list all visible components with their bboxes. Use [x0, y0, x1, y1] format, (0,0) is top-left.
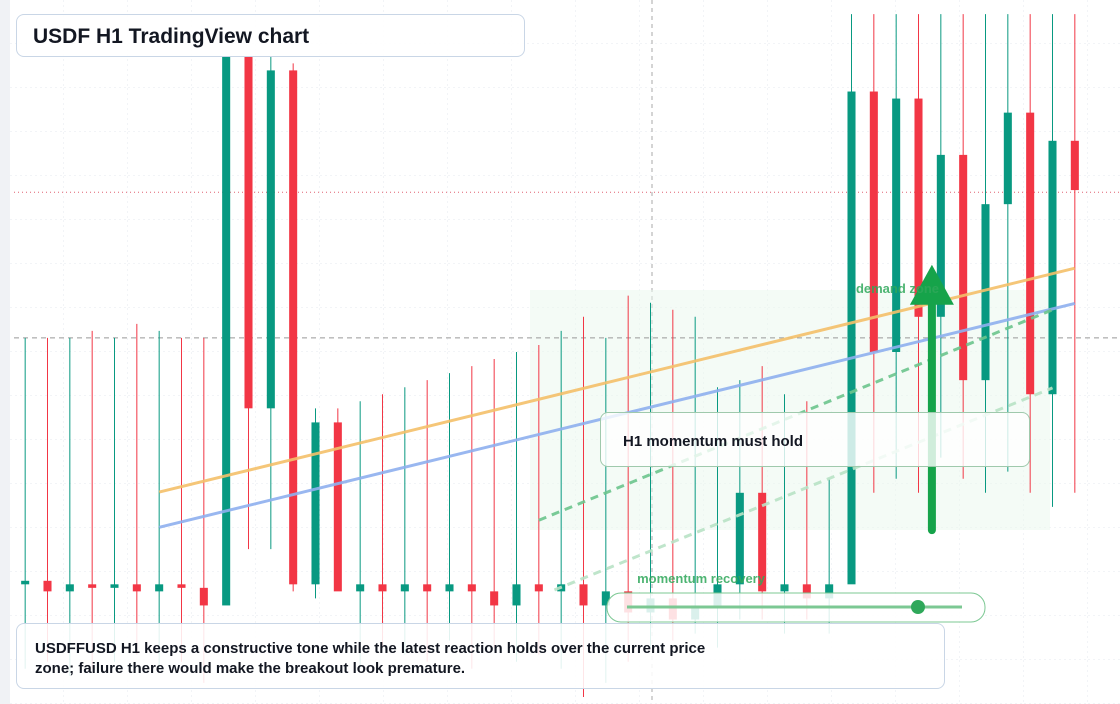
candle-body [356, 584, 365, 592]
candle-body [65, 584, 74, 592]
candle-body [467, 584, 476, 592]
candle-body [847, 91, 856, 585]
candle-body [579, 584, 588, 606]
candle-body [825, 584, 834, 599]
trendline [538, 308, 1054, 522]
candle-body [445, 584, 454, 592]
candle-body [244, 56, 253, 409]
candle-body [936, 154, 945, 317]
candle-body [333, 422, 342, 592]
candle-body [1003, 112, 1012, 205]
candle-body [959, 154, 968, 381]
slider[interactable] [606, 592, 986, 623]
candle-body [155, 584, 164, 592]
candle-body [110, 584, 119, 588]
callout: H1 momentum must hold [600, 412, 1030, 467]
trendline [158, 266, 1076, 494]
candle-body [1070, 140, 1079, 191]
candle-body [490, 591, 499, 606]
candle-body [289, 70, 298, 585]
candle-body [1048, 140, 1057, 395]
candle-body [266, 70, 275, 409]
candle-body [400, 584, 409, 592]
chart-title: USDF H1 TradingView chart [16, 14, 525, 57]
candle-body [914, 98, 923, 317]
candle-body [869, 91, 878, 353]
candle-body [311, 422, 320, 585]
candle-body [735, 492, 744, 585]
candle-body [378, 584, 387, 592]
candle-body [780, 584, 789, 592]
candle-body [981, 204, 990, 381]
candle-body [512, 584, 521, 606]
candle-body [177, 584, 186, 588]
candle-body [802, 584, 811, 599]
candle-body [88, 584, 97, 588]
slider-knob[interactable] [911, 600, 925, 614]
candle-body [43, 580, 52, 592]
candle-body [21, 580, 30, 585]
candle-body [1026, 112, 1035, 395]
annotation: momentum recovery [637, 571, 766, 586]
candle-body [534, 584, 543, 592]
candle-body [758, 492, 767, 592]
candle-body [892, 98, 901, 352]
annotation: demand zone [856, 281, 939, 296]
candle-body [222, 56, 231, 606]
arrow-head [909, 264, 954, 305]
summary-text: USDFFUSD H1 keeps a constructive tone wh… [35, 640, 706, 677]
candle-body [199, 587, 208, 606]
candle-body [423, 584, 432, 592]
left-edge [0, 0, 10, 704]
trendline [553, 386, 1054, 592]
candle-body [601, 591, 610, 606]
candle-body [132, 584, 141, 592]
summary-box: USDFFUSD H1 keeps a constructive tone wh… [16, 623, 945, 689]
